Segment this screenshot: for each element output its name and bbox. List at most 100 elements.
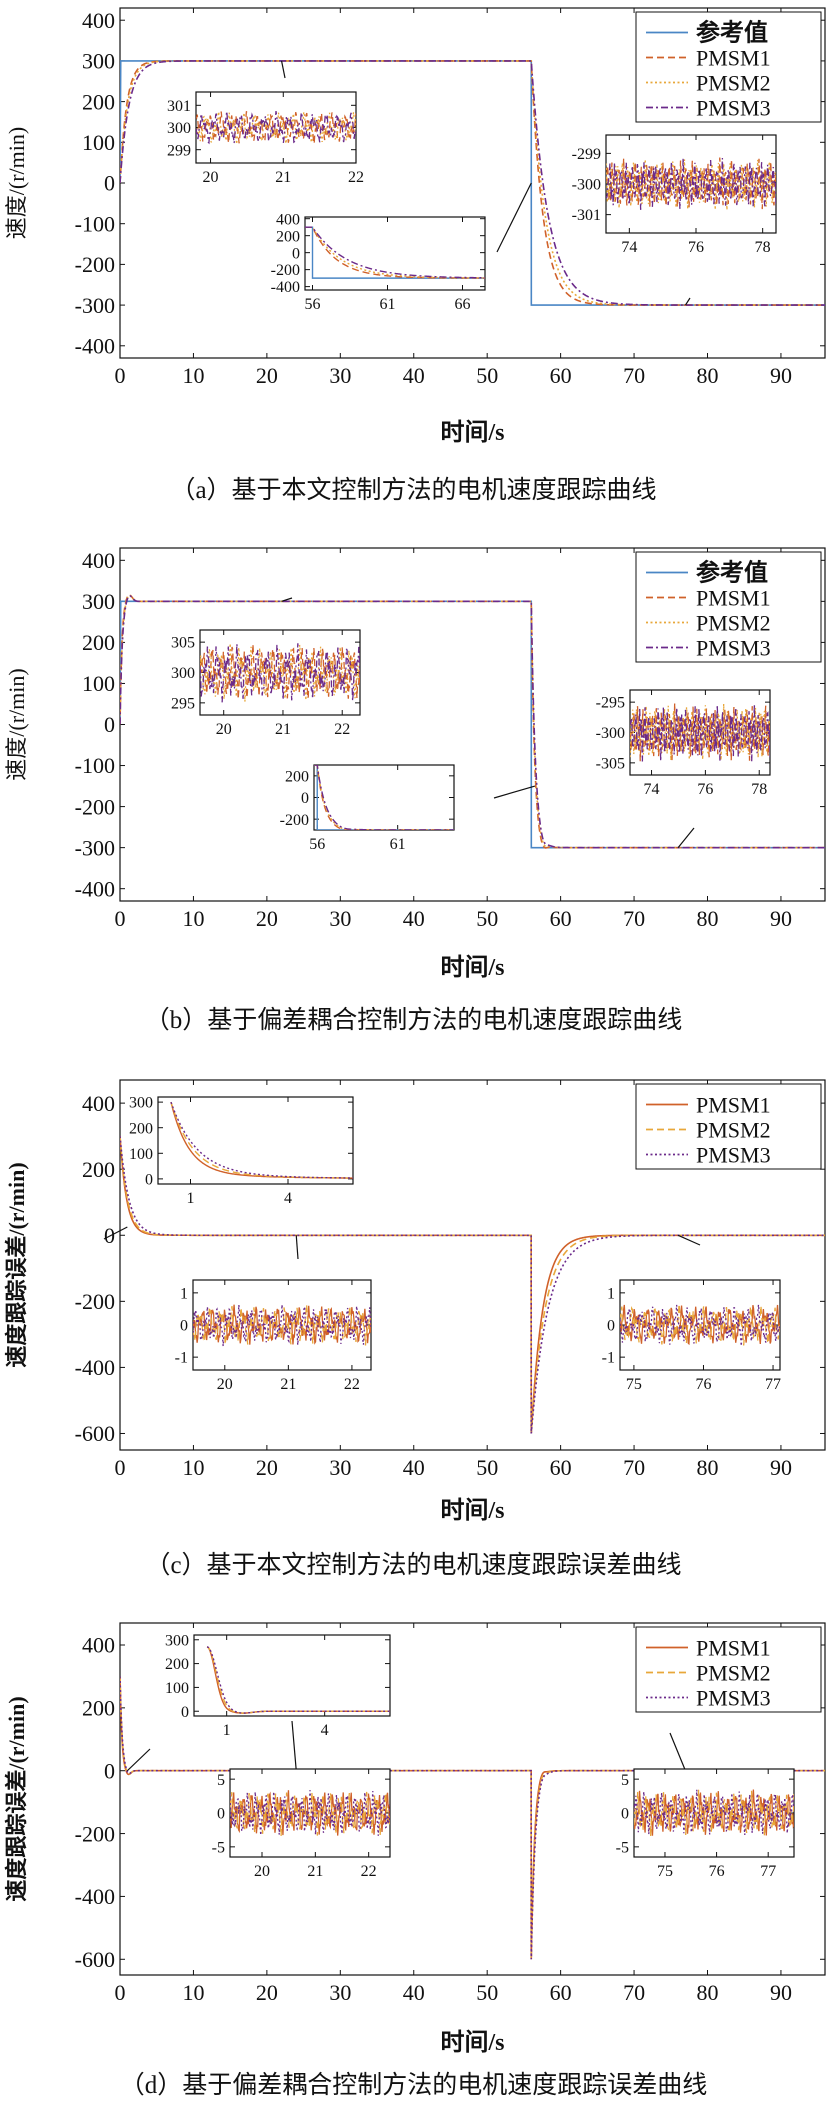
chart-b-inset-1-ytick-label: 300 — [171, 665, 195, 682]
chart-b-inset-3-ytick-label: -300 — [596, 725, 625, 742]
chart-d-xtick-label: 50 — [476, 1980, 498, 2005]
chart-b-series — [120, 593, 825, 849]
chart-d-inset-1-line-pmsm3 — [206, 1646, 390, 1714]
chart-b-ytick-label: -300 — [75, 835, 115, 860]
chart-a-inset-2-xtick-label: 56 — [305, 296, 321, 313]
chart-a-series — [120, 60, 825, 306]
chart-c-inset-3-xtick-label: 75 — [626, 1376, 642, 1393]
chart-c-inset-3-ytick-label: 1 — [607, 1285, 615, 1302]
chart-d-xlabel: 时间/s — [440, 2029, 504, 2056]
chart-b-legend-box — [635, 551, 822, 663]
chart-c-inset-3: 75 76 77 -1 0 1 — [602, 1279, 781, 1393]
chart-a-inset-1-line-pmsm2 — [196, 109, 356, 145]
chart-b-xtick-label: 30 — [329, 906, 351, 931]
chart-a-inset-1: 20 21 22 299 300 301 — [167, 91, 364, 186]
chart-a-xtick-label: 70 — [623, 363, 645, 388]
chart-d-inset-3-line-pmsm3 — [634, 1789, 794, 1835]
chart-d-inset-3-line-pmsm2 — [634, 1789, 794, 1837]
chart-panel-c: 0 10 20 30 40 50 60 70 80 90 -600 -400 -200 0 200 400 时间… — [0, 1055, 827, 1585]
chart-b-xtick-label: 90 — [770, 906, 792, 931]
chart-a-xtick-label: 90 — [770, 363, 792, 388]
chart-c-inset-1-lines — [170, 1101, 353, 1179]
chart-a-inset-3-line-pmsm1 — [606, 157, 776, 210]
chart-c-inset-2-ytick-label: 0 — [180, 1318, 188, 1335]
chart-c-inset-2-ytick-label: 1 — [180, 1285, 188, 1302]
chart-c-xtick-label: 0 — [115, 1455, 126, 1480]
chart-a-inset-3-line-pmsm2 — [606, 159, 776, 210]
chart-b-inset-3-line-pmsm2 — [630, 703, 770, 761]
caption-b: （b）基于偏差耦合控制方法的电机速度跟踪曲线 — [144, 1007, 683, 1034]
chart-d-ylabel: 速度跟踪误差/(r/min) — [4, 1696, 29, 1901]
chart-b-xtick-label: 10 — [182, 906, 204, 931]
chart-c-inset-2-xtick-label: 21 — [280, 1376, 296, 1393]
chart-a-line-pmsm1 — [120, 60, 825, 306]
chart-c-inset-3-xtick-label: 76 — [695, 1376, 711, 1393]
chart-a-inset-2-line-pmsm3 — [305, 226, 485, 279]
chart-c-inset-1-xtick-label: 4 — [284, 1190, 292, 1207]
chart-c-legend-label: PMSM1 — [696, 1093, 771, 1118]
chart-c-ytick-label: 400 — [82, 1091, 115, 1116]
chart-a-legend-label: PMSM3 — [696, 96, 771, 121]
chart-c-ytick-label: -600 — [75, 1421, 115, 1446]
chart-b-ytick-label: 100 — [82, 671, 115, 696]
chart-a-xtick-label: 30 — [329, 363, 351, 388]
chart-a-inset-2-ytick-label: -200 — [271, 262, 300, 279]
chart-c-inset-2-lines — [193, 1304, 371, 1347]
chart-b-inset-3: 74 76 78 -295 -300 -305 — [596, 689, 771, 798]
chart-c-ytick-label: 0 — [104, 1223, 115, 1248]
chart-c-inset-3-xtick-label: 77 — [765, 1376, 781, 1393]
chart-d-xtick-label: 40 — [403, 1980, 425, 2005]
chart-b-inset-2-ytick-label: -200 — [280, 812, 309, 829]
chart-b-inset-2-leader — [493, 785, 536, 799]
chart-c-xtick-label: 90 — [770, 1455, 792, 1480]
chart-a-ytick-label: 200 — [82, 89, 115, 114]
chart-b-line-pmsm3 — [120, 595, 825, 849]
chart-a-inset-2-xtick-label: 61 — [380, 296, 396, 313]
chart-d-legend-label: PMSM3 — [696, 1686, 771, 1711]
chart-d-inset-1-xtick-label: 1 — [223, 1722, 231, 1739]
chart-d-inset-1-lines — [206, 1646, 390, 1714]
chart-panel-a: 0 10 20 30 40 50 60 70 80 90 -400 -300 -200 -100 0 100 2… — [0, 0, 827, 510]
chart-c-inset-3-line-pmsm3 — [620, 1304, 780, 1346]
chart-b-legend-label: PMSM2 — [696, 611, 771, 636]
chart-d-legend-label: PMSM1 — [696, 1636, 771, 1661]
chart-d-inset-1: 1 4 0 100 200 300 — [165, 1632, 391, 1739]
chart-a-xtick-label: 80 — [697, 363, 719, 388]
chart-a-xtick-label: 10 — [182, 363, 204, 388]
chart-d-xtick-label: 90 — [770, 1980, 792, 2005]
chart-a-ytick-label: 100 — [82, 130, 115, 155]
chart-b-inset-2-line-ref — [314, 765, 454, 830]
chart-a-xtick-label: 50 — [476, 363, 498, 388]
chart-a-inset-1-ytick-label: 301 — [167, 98, 191, 115]
chart-a-xtick-label: 20 — [256, 363, 278, 388]
chart-a-svg: 0 10 20 30 40 50 60 70 80 90 -400 -300 -200 -100 0 100 2… — [4, 7, 826, 446]
chart-a-inset-3-xtick-label: 74 — [621, 239, 637, 256]
chart-b-inset-2-line-pmsm3 — [314, 765, 454, 830]
chart-a-inset-3-xtick-label: 78 — [755, 239, 771, 256]
chart-c-inset-1-line-pmsm3 — [170, 1101, 353, 1179]
chart-b-legend-label: 参考值 — [696, 559, 768, 587]
chart-b-xlabel: 时间/s — [440, 954, 504, 981]
chart-c-xlabel: 时间/s — [440, 1497, 504, 1524]
chart-b-inset-3-lines — [630, 703, 770, 762]
chart-a-ytick-label: -100 — [75, 211, 115, 236]
chart-a-inset-3-ytick-label: -300 — [572, 177, 601, 194]
chart-c-inset-1-ytick-label: 200 — [129, 1120, 153, 1137]
chart-b-ylabel: 速度/(r/min) — [4, 668, 29, 780]
chart-b-ytick-label: 0 — [104, 712, 115, 737]
chart-c-inset-2-xtick-label: 22 — [344, 1376, 360, 1393]
chart-a-line-pmsm3 — [120, 60, 825, 306]
chart-b-inset-2-lines — [314, 765, 454, 830]
chart-c-inset-1-leader — [103, 1226, 128, 1240]
chart-a-inset-2-ytick-label: 400 — [276, 211, 300, 228]
chart-a-inset-3-ytick-label: -299 — [572, 146, 601, 163]
chart-a-inset-3: 74 76 78 -299 -300 -301 — [572, 134, 777, 256]
chart-d-inset-2-xtick-label: 22 — [361, 1863, 377, 1880]
chart-b-xtick-label: 50 — [476, 906, 498, 931]
chart-b-inset-2-line-pmsm1 — [314, 765, 454, 830]
chart-a-inset-3-line-pmsm3 — [606, 157, 776, 210]
chart-a-inset-1-lines — [196, 109, 356, 145]
